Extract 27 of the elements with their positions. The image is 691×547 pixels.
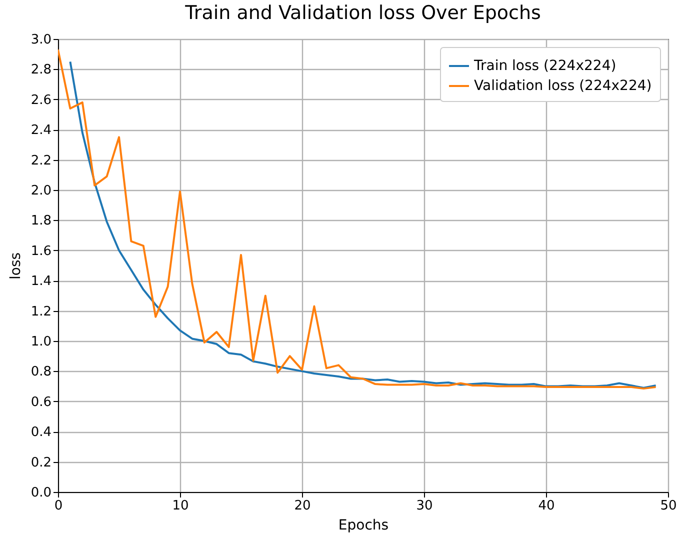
x-tick-label: 40 bbox=[538, 498, 555, 514]
chart-title: Train and Validation loss Over Epochs bbox=[184, 2, 541, 24]
y-tick-label: 2.2 bbox=[30, 153, 52, 168]
y-tick-label: 0.8 bbox=[30, 364, 52, 380]
y-tick-label: 0.2 bbox=[30, 455, 52, 470]
y-tick-label: 2.8 bbox=[30, 62, 52, 78]
x-tick-label: 10 bbox=[172, 498, 189, 514]
x-tick-label: 0 bbox=[54, 498, 63, 514]
x-tick-label: 20 bbox=[294, 498, 311, 514]
y-tick-label: 0.0 bbox=[30, 486, 52, 500]
y-tick-label: 3.0 bbox=[30, 32, 52, 48]
y-tick-label: 2.0 bbox=[30, 184, 52, 198]
y-tick-label: 0.6 bbox=[30, 394, 52, 410]
y-tick-label: 1.4 bbox=[30, 274, 52, 290]
y-tick-label: 1.8 bbox=[30, 214, 52, 229]
legend-label: Validation loss (224x224) bbox=[474, 78, 652, 94]
y-tick-label: 2.4 bbox=[30, 123, 52, 138]
legend-label: Train loss (224x224) bbox=[473, 58, 616, 74]
y-tick-label: 1.2 bbox=[30, 304, 52, 320]
x-tick-label: 30 bbox=[416, 498, 433, 514]
y-tick-label: 1.6 bbox=[30, 244, 52, 259]
y-tick-label: 0.4 bbox=[30, 425, 52, 440]
y-axis-title: loss bbox=[8, 252, 24, 280]
y-tick-label: 1.0 bbox=[30, 334, 52, 350]
x-axis-title: Epochs bbox=[338, 518, 389, 534]
y-tick-label: 2.6 bbox=[30, 92, 52, 108]
x-tick-label: 50 bbox=[660, 498, 677, 514]
